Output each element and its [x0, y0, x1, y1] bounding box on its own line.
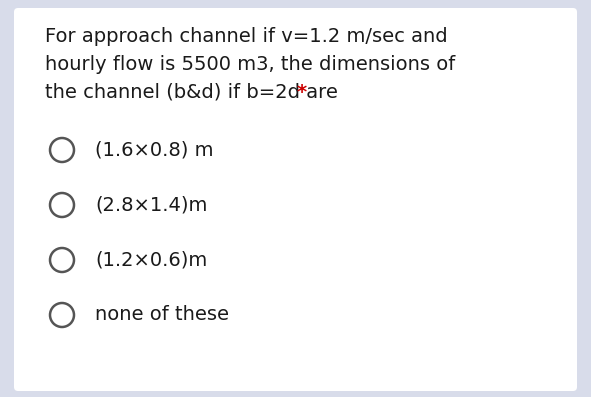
Text: (1.2×0.6)m: (1.2×0.6)m: [95, 251, 207, 270]
Text: the channel (b&d) if b=2d are: the channel (b&d) if b=2d are: [45, 83, 344, 102]
Text: (2.8×1.4)m: (2.8×1.4)m: [95, 195, 207, 214]
Text: *: *: [297, 83, 307, 102]
Text: For approach channel if v=1.2 m/sec and: For approach channel if v=1.2 m/sec and: [45, 27, 447, 46]
Text: (1.6×0.8) m: (1.6×0.8) m: [95, 141, 213, 160]
FancyBboxPatch shape: [14, 8, 577, 391]
Text: hourly flow is 5500 m3, the dimensions of: hourly flow is 5500 m3, the dimensions o…: [45, 55, 455, 74]
Text: none of these: none of these: [95, 306, 229, 324]
